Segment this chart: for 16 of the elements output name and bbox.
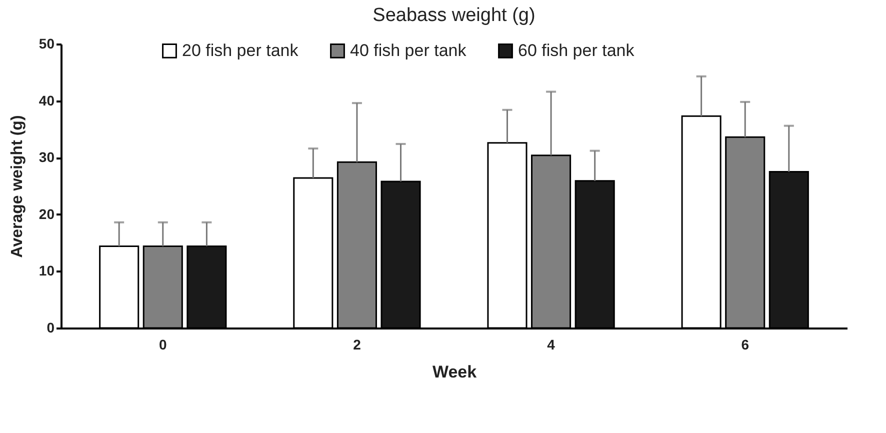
y-tick-label: 10 xyxy=(38,262,55,279)
y-tick-label: 40 xyxy=(38,92,55,108)
y-tick-label: 50 xyxy=(38,36,55,52)
x-tick-label: 4 xyxy=(547,336,556,352)
y-axis-title: Average weight (g) xyxy=(8,115,26,258)
y-tick-label: 30 xyxy=(38,149,55,166)
x-tick-label: 6 xyxy=(741,336,750,352)
legend-label: 20 fish per tank xyxy=(182,40,299,60)
chart-title: Seabass weight (g) xyxy=(372,5,536,26)
x-tick-label: 0 xyxy=(158,336,167,352)
y-tick-label: 0 xyxy=(46,320,55,336)
y-tick-label: 20 xyxy=(38,206,55,222)
x-tick-label: 2 xyxy=(353,336,362,352)
legend-label: 60 fish per tank xyxy=(518,40,635,60)
legend-label: 40 fish per tank xyxy=(350,40,467,60)
x-axis-title: Week xyxy=(432,362,478,382)
